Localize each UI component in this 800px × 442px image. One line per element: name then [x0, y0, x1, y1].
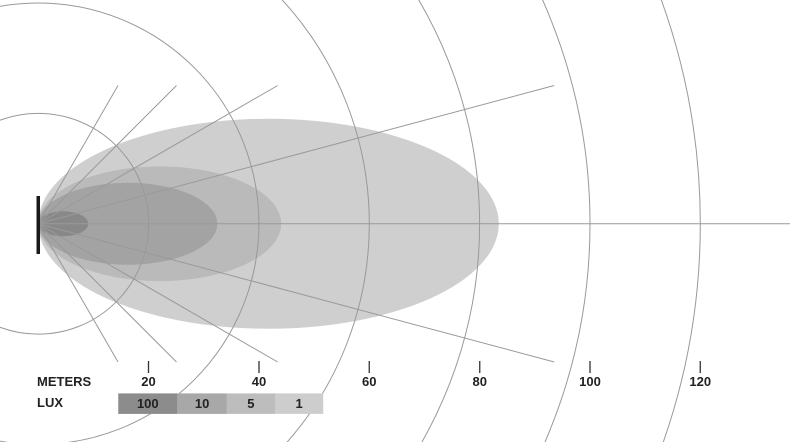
- svg-text:40: 40: [252, 374, 266, 389]
- svg-text:20: 20: [141, 374, 155, 389]
- svg-text:LUX: LUX: [37, 395, 63, 410]
- svg-text:10: 10: [195, 396, 209, 411]
- svg-text:100: 100: [579, 374, 601, 389]
- svg-text:60: 60: [362, 374, 376, 389]
- svg-text:METERS: METERS: [37, 374, 92, 389]
- svg-text:100: 100: [137, 396, 159, 411]
- svg-text:120: 120: [689, 374, 711, 389]
- svg-text:5: 5: [247, 396, 254, 411]
- svg-text:80: 80: [473, 374, 487, 389]
- svg-text:1: 1: [295, 396, 302, 411]
